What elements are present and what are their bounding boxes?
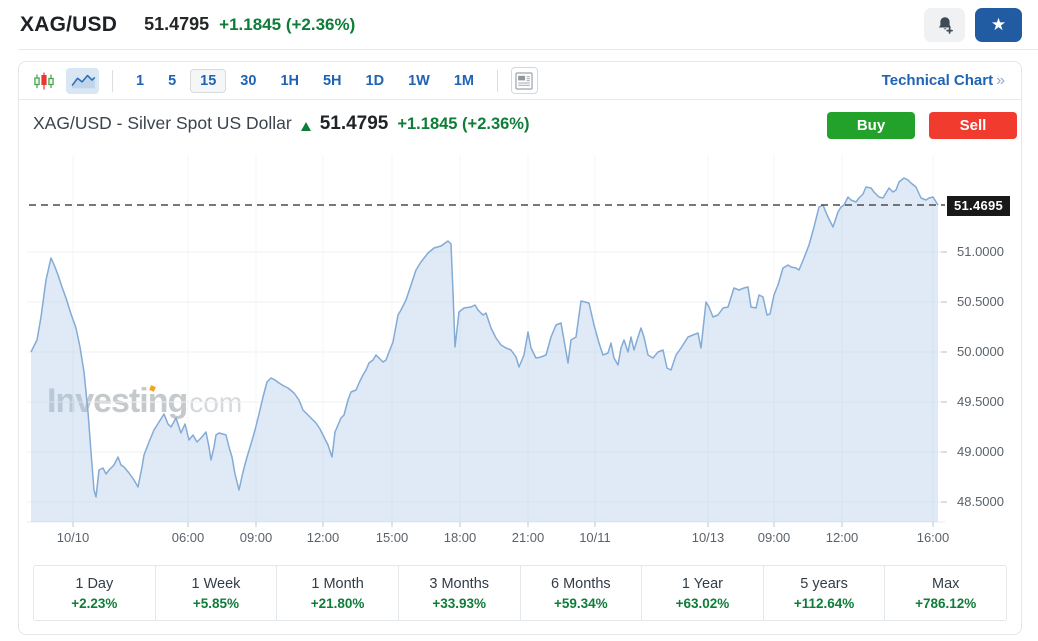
watermark-text: Investing — [47, 382, 188, 420]
bell-plus-icon — [935, 15, 955, 35]
current-price-badge: 51.4695 — [947, 196, 1011, 217]
performance-cell-max[interactable]: Max +786.12% — [885, 566, 1006, 620]
chart-card: 1 5 15 30 1H 5H 1D 1W 1M Technical Chart» — [18, 61, 1022, 635]
x-axis-label: 10/10 — [56, 530, 90, 545]
performance-change-value: +59.34% — [553, 595, 608, 611]
performance-change-value: +5.85% — [192, 595, 240, 611]
y-axis-label: 49.0000 — [957, 444, 1004, 459]
performance-cell-1-year[interactable]: 1 Year +63.02% — [642, 566, 764, 620]
price-chart[interactable] — [19, 100, 1021, 558]
header-change: +1.1845 (+2.36%) — [219, 14, 356, 34]
chart-title: XAG/USD - Silver Spot US Dollar — [33, 113, 292, 133]
performance-change-value: +33.93% — [432, 595, 487, 611]
x-axis-label: 16:00 — [916, 530, 950, 545]
performance-period-label: 3 Months — [429, 575, 490, 592]
x-axis-label: 12:00 — [825, 530, 859, 545]
toolbar-divider — [496, 69, 498, 92]
x-axis-label: 10/13 — [691, 530, 725, 545]
technical-chart-link[interactable]: Technical Chart» — [882, 72, 1009, 90]
add-to-watchlist-button[interactable]: ★ — [975, 7, 1022, 42]
timeframe-1w[interactable]: 1W — [398, 69, 440, 93]
timeframe-1h[interactable]: 1H — [270, 69, 309, 93]
technical-chart-label: Technical Chart — [881, 71, 994, 89]
performance-cell-1-week[interactable]: 1 Week +5.85% — [156, 566, 278, 620]
performance-period-label: 1 Month — [311, 575, 364, 592]
y-axis-label: 50.0000 — [957, 344, 1004, 359]
performance-period-label: 1 Day — [75, 575, 114, 592]
x-axis-label: 06:00 — [171, 530, 205, 545]
performance-cell-5-years[interactable]: 5 years +112.64% — [764, 566, 886, 620]
x-axis-label: 21:00 — [511, 530, 545, 545]
performance-period-label: Max — [931, 575, 960, 592]
performance-cell-3-months[interactable]: 3 Months +33.93% — [399, 566, 521, 620]
header-actions: ★ — [924, 7, 1022, 42]
chart-area: Investingcom XAG/USD - Silver Spot US Do… — [19, 100, 1021, 558]
x-axis-label: 09:00 — [757, 530, 791, 545]
x-axis-label: 09:00 — [239, 530, 273, 545]
performance-strip: 1 Day +2.23% 1 Week +5.85% 1 Month +21.80% 3 M… — [33, 565, 1007, 621]
chart-title-row: XAG/USD - Silver Spot US Dollar 51.4795 … — [33, 113, 529, 135]
performance-change-value: +63.02% — [675, 595, 730, 611]
performance-period-label: 1 Year — [681, 575, 723, 592]
performance-cell-6-months[interactable]: 6 Months +59.34% — [521, 566, 643, 620]
timeframe-5h[interactable]: 5H — [313, 69, 352, 93]
timeframe-1[interactable]: 1 — [126, 69, 154, 93]
timeframe-1m[interactable]: 1M — [444, 69, 484, 93]
news-button[interactable] — [510, 67, 538, 94]
timeframe-30[interactable]: 30 — [230, 69, 266, 93]
star-icon: ★ — [990, 14, 1007, 34]
symbol-title: XAG/USD — [20, 12, 118, 36]
timeframe-15[interactable]: 15 — [190, 68, 227, 93]
y-axis-label: 51.0000 — [957, 244, 1004, 259]
chart-toolbar: 1 5 15 30 1H 5H 1D 1W 1M Technical Chart» — [19, 62, 1021, 100]
area-chart-icon — [69, 71, 97, 91]
x-axis-label: 18:00 — [443, 530, 477, 545]
performance-change-value: +21.80% — [310, 595, 365, 611]
price-line — [30, 177, 939, 498]
area-fill — [31, 178, 938, 522]
toolbar-divider — [112, 69, 113, 92]
up-arrow-icon — [300, 121, 311, 131]
performance-period-label: 6 Months — [550, 575, 611, 592]
newspaper-icon — [515, 71, 534, 90]
timeframe-1d[interactable]: 1D — [356, 69, 395, 93]
performance-change-value: +786.12% — [915, 595, 977, 611]
header-divider — [18, 49, 1038, 50]
header-price: 51.4795 — [144, 14, 210, 34]
y-axis-label: 48.5000 — [957, 494, 1004, 509]
candlestick-icon — [33, 71, 55, 91]
timeframe-5[interactable]: 5 — [158, 69, 186, 93]
timeframe-group: 1 5 15 30 1H 5H 1D 1W 1M — [126, 68, 484, 93]
performance-period-label: 5 years — [800, 575, 848, 592]
x-axis-label: 10/11 — [579, 530, 611, 545]
performance-period-label: 1 Week — [191, 575, 241, 592]
x-axis-label: 12:00 — [306, 530, 340, 545]
area-chart-button[interactable] — [66, 67, 99, 94]
chart-price: 51.4795 — [319, 113, 389, 134]
create-alert-button[interactable] — [924, 7, 965, 42]
y-axis-label: 49.5000 — [957, 394, 1004, 409]
page-header: XAG/USD 51.4795 +1.1845 (+2.36%) ★ — [0, 0, 1038, 49]
candlestick-chart-button[interactable] — [31, 69, 57, 93]
chart-change: +1.1845 (+2.36%) — [397, 115, 530, 133]
x-axis-label: 15:00 — [375, 530, 409, 545]
performance-cell-1-day[interactable]: 1 Day +2.23% — [34, 566, 156, 620]
sell-button[interactable]: Sell — [929, 112, 1017, 139]
performance-change-value: +2.23% — [71, 595, 118, 611]
performance-cell-1-month[interactable]: 1 Month +21.80% — [277, 566, 399, 620]
y-axis-label: 50.5000 — [957, 294, 1004, 309]
buy-button[interactable]: Buy — [827, 112, 915, 139]
double-chevron-icon: » — [996, 71, 1005, 89]
performance-change-value: +112.64% — [793, 595, 855, 611]
